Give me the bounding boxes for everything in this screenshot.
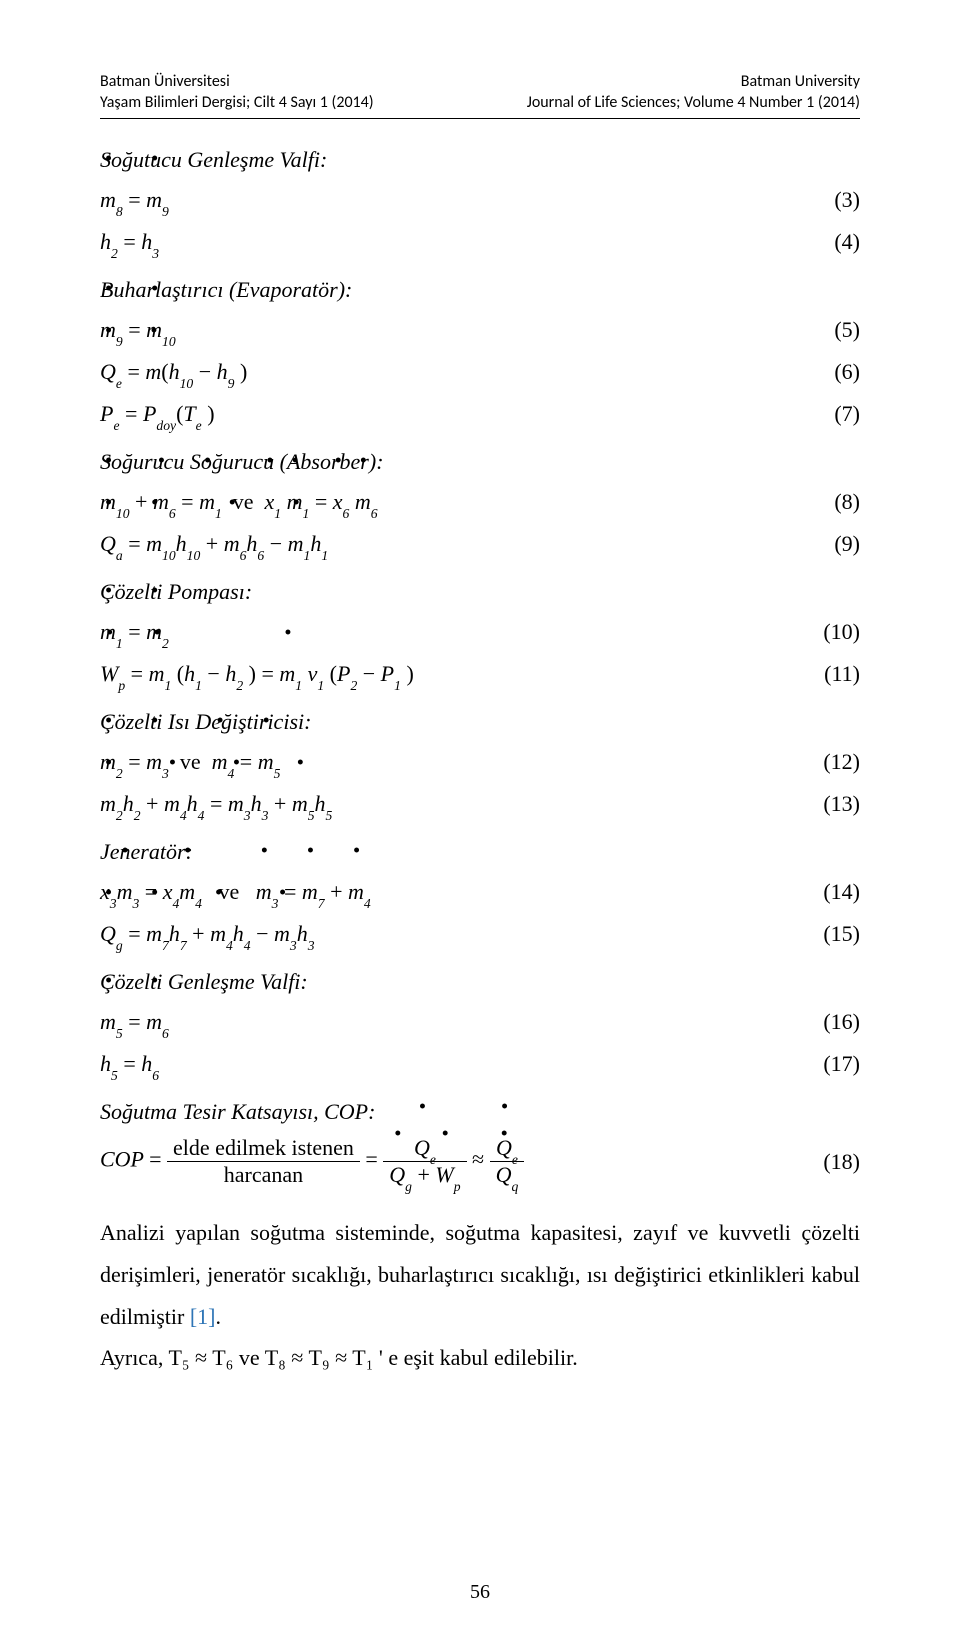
equation-9: Qa = m10h10 + m6h6 − m1h1 (9) bbox=[100, 527, 860, 561]
eqnum-16: (16) bbox=[823, 1009, 860, 1035]
eqnum-8: (8) bbox=[834, 489, 860, 515]
section-title-6: Jeneratör: bbox=[100, 839, 860, 865]
eqnum-6: (6) bbox=[834, 359, 860, 385]
eqnum-15: (15) bbox=[823, 921, 860, 947]
header-rule bbox=[100, 118, 860, 119]
equation-8: m10 + m6 = m1 ve x1 m1 = x6 m6 (8) bbox=[100, 485, 860, 519]
equation-16: m5 = m6 (16) bbox=[100, 1005, 860, 1039]
eqnum-7: (7) bbox=[834, 401, 860, 427]
section-title-4: Çözelti Pompası: bbox=[100, 579, 860, 605]
equation-4: h2 = h3 (4) bbox=[100, 225, 860, 259]
equation-5: m9 = m10 (5) bbox=[100, 313, 860, 347]
cop-eq1: = bbox=[149, 1147, 167, 1172]
eqnum-14: (14) bbox=[823, 879, 860, 905]
body-p1-tail: . bbox=[215, 1304, 221, 1329]
section-title-8: Soğutma Tesir Katsayısı, COP: bbox=[100, 1099, 860, 1125]
equation-6: Qe = m(h10 − h9 ) (6) bbox=[100, 355, 860, 389]
cop-eq2: = bbox=[365, 1147, 383, 1172]
body-paragraph-2: Ayrıca, T₅ ≈ T₆ ve T₈ ≈ T₉ ≈ T₁ ' e eşit… bbox=[100, 1337, 860, 1379]
equation-15: Qg = m7h7 + m4h4 − m3h3 (15) bbox=[100, 917, 860, 951]
running-head-left2: Yaşam Bilimleri Dergisi; Cilt 4 Sayı 1 (… bbox=[100, 93, 374, 112]
eqnum-4: (4) bbox=[834, 229, 860, 255]
equation-12: m2 = m3 ve m4 = m5 (12) bbox=[100, 745, 860, 779]
page-number: 56 bbox=[0, 1581, 960, 1604]
section-title-1: Soğutucu Genleşme Valfi: bbox=[100, 147, 860, 173]
running-head-right2: Journal of Life Sciences; Volume 4 Numbe… bbox=[527, 93, 860, 112]
equation-11: Wp = m1 (h1 − h2 ) = m1 v1 (P2 − P1 ) (1… bbox=[100, 657, 860, 691]
equation-10: m1 = m2 (10) bbox=[100, 615, 860, 649]
body-p2: Ayrıca, T₅ ≈ T₆ ve T₈ ≈ T₉ ≈ T₁ ' e eşit… bbox=[100, 1345, 578, 1370]
section-title-3: Soğurucu Soğurucu (Absorber): bbox=[100, 449, 860, 475]
cop-approx: ≈ bbox=[472, 1147, 490, 1172]
cop-f1d: harcanan bbox=[167, 1162, 360, 1188]
running-head-line2: Yaşam Bilimleri Dergisi; Cilt 4 Sayı 1 (… bbox=[100, 93, 860, 112]
eqnum-10: (10) bbox=[823, 619, 860, 645]
running-head-right1: Batman University bbox=[741, 72, 860, 91]
eqnum-3: (3) bbox=[834, 187, 860, 213]
ve-2: ve bbox=[180, 749, 201, 774]
eqnum-11: (11) bbox=[824, 661, 860, 687]
section-title-7: Çözelti Genleşme Valfi: bbox=[100, 969, 860, 995]
page: Batman Üniversitesi Batman University Ya… bbox=[0, 0, 960, 1640]
equation-17: h5 = h6 (17) bbox=[100, 1047, 860, 1081]
eqnum-13: (13) bbox=[823, 791, 860, 817]
cop-f1n: elde edilmek istenen bbox=[167, 1135, 360, 1162]
eqnum-12: (12) bbox=[823, 749, 860, 775]
cop-var: COP bbox=[100, 1147, 144, 1172]
reference-1: [1] bbox=[190, 1304, 216, 1329]
eqnum-5: (5) bbox=[834, 317, 860, 343]
running-head-left1: Batman Üniversitesi bbox=[100, 72, 230, 91]
eqnum-17: (17) bbox=[823, 1051, 860, 1077]
body-paragraph-1: Analizi yapılan soğutma sisteminde, soğu… bbox=[100, 1212, 860, 1337]
eqnum-18: (18) bbox=[823, 1149, 860, 1175]
equation-3: m8 = m9 (3) bbox=[100, 183, 860, 217]
equation-18: COP = elde edilmek istenen harcanan = Qe… bbox=[100, 1135, 860, 1188]
equation-7: Pe = Pdoy(Te ) (7) bbox=[100, 397, 860, 431]
eqnum-9: (9) bbox=[834, 531, 860, 557]
section-title-2: Buharlaştırıcı (Evaporatör): bbox=[100, 277, 860, 303]
running-head-line1: Batman Üniversitesi Batman University bbox=[100, 72, 860, 91]
equation-13: m2h2 + m4h4 = m3h3 + m5h5 (13) bbox=[100, 787, 860, 821]
